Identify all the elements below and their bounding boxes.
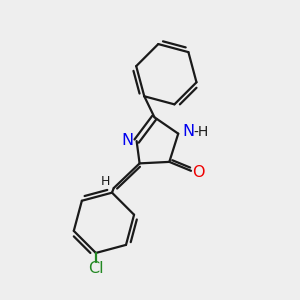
Text: O: O — [192, 165, 205, 180]
Text: H: H — [101, 175, 110, 188]
Text: N: N — [121, 133, 133, 148]
Text: Cl: Cl — [88, 261, 104, 276]
Text: -H: -H — [194, 125, 209, 139]
Text: N: N — [183, 124, 195, 140]
